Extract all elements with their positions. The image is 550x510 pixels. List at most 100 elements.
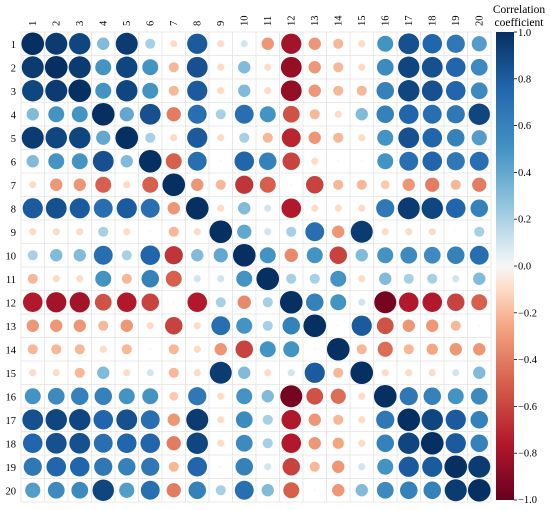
row-label: 16 [6, 392, 17, 403]
column-label: 12 [286, 16, 297, 27]
correlation-circle [73, 178, 86, 191]
correlation-circle [191, 178, 204, 191]
correlation-circle [405, 228, 413, 236]
correlation-circle [121, 273, 132, 284]
correlation-circle [232, 243, 256, 267]
correlation-circle [264, 463, 272, 471]
correlation-circle [356, 85, 367, 96]
correlation-circle [261, 484, 274, 497]
correlation-circle [22, 80, 44, 102]
column-label: 9 [216, 21, 227, 26]
correlation-circle [287, 369, 295, 377]
correlation-circle [170, 40, 178, 48]
correlation-circle [280, 56, 302, 78]
correlation-circle [330, 270, 347, 287]
colorbar-tick-label: 0.4 [518, 168, 532, 179]
correlation-circle [238, 366, 251, 379]
correlation-circle [281, 128, 301, 148]
correlation-circle [93, 245, 113, 265]
correlation-circle [187, 127, 208, 148]
correlation-circle [238, 61, 251, 74]
correlation-circle [290, 183, 293, 186]
correlation-circle [235, 458, 253, 476]
correlation-circle [187, 456, 208, 477]
correlation-circle [337, 160, 340, 163]
correlation-circle [333, 179, 344, 190]
correlation-circle [236, 317, 253, 334]
correlation-circle [445, 433, 466, 454]
correlation-circle [185, 196, 209, 220]
correlation-circle [470, 82, 488, 100]
correlation-circle [428, 228, 436, 236]
correlation-circle [381, 369, 389, 377]
correlation-circle [168, 85, 179, 96]
correlation-circle [422, 104, 442, 124]
correlation-circle [264, 63, 272, 71]
row-label: 17 [6, 416, 17, 427]
correlation-circle [470, 58, 488, 76]
correlation-circle [421, 197, 443, 219]
correlation-circle [376, 481, 394, 499]
correlation-circle [446, 152, 465, 171]
correlation-circle [402, 319, 415, 332]
correlation-circle [93, 433, 113, 453]
row-label: 3 [11, 87, 16, 98]
column-label: 17 [404, 16, 415, 27]
column-label: 13 [310, 16, 321, 27]
correlation-circle [52, 369, 60, 377]
correlation-circle [23, 457, 42, 476]
correlation-circle [169, 391, 179, 401]
correlation-circle [44, 55, 68, 79]
correlation-circle [358, 275, 366, 283]
correlation-circle [374, 291, 397, 314]
column-label: 6 [145, 21, 156, 26]
correlation-circle [141, 457, 160, 476]
correlation-circle [140, 410, 160, 430]
correlation-circle [120, 319, 133, 332]
correlation-circle [376, 199, 395, 218]
correlation-circle [69, 292, 90, 313]
correlation-circle [380, 180, 390, 190]
correlation-circle [186, 432, 208, 454]
correlation-circle [239, 132, 250, 143]
row-label: 8 [11, 204, 16, 215]
correlation-circle [187, 292, 208, 313]
correlation-circle [283, 482, 300, 499]
correlation-circle [358, 204, 366, 212]
correlation-circle [282, 105, 300, 123]
correlation-circle [261, 390, 274, 403]
correlation-circle [471, 294, 488, 311]
correlation-circle [376, 82, 394, 100]
correlation-circle [399, 151, 419, 171]
correlation-circle [308, 61, 321, 74]
correlation-circle [283, 341, 300, 358]
colorbar-gradient [496, 32, 514, 500]
correlation-circle [313, 489, 316, 492]
correlation-circle [119, 482, 135, 498]
correlation-circle [98, 320, 109, 331]
correlation-circle [193, 322, 201, 330]
correlation-circle [355, 249, 368, 262]
correlation-circle [308, 413, 321, 426]
correlation-circle [333, 38, 344, 49]
correlation-circle [329, 246, 347, 264]
correlation-circle [379, 272, 392, 285]
row-label: 19 [6, 463, 17, 474]
correlation-circle [381, 228, 389, 236]
correlation-circle [217, 40, 225, 48]
correlation-circle [332, 437, 344, 449]
correlation-circle [50, 249, 63, 262]
correlation-circle [139, 103, 161, 125]
colorbar-tick-label: −0.2 [518, 308, 537, 319]
correlation-circle [473, 343, 486, 356]
correlation-circle [162, 173, 186, 197]
correlation-circle [123, 181, 131, 189]
correlation-circle [188, 387, 207, 406]
correlation-circle [217, 63, 225, 71]
correlation-circle [94, 293, 112, 311]
row-label: 7 [11, 181, 16, 192]
correlation-circle [95, 82, 112, 99]
correlation-circle [377, 35, 394, 52]
correlation-circle [422, 33, 443, 54]
